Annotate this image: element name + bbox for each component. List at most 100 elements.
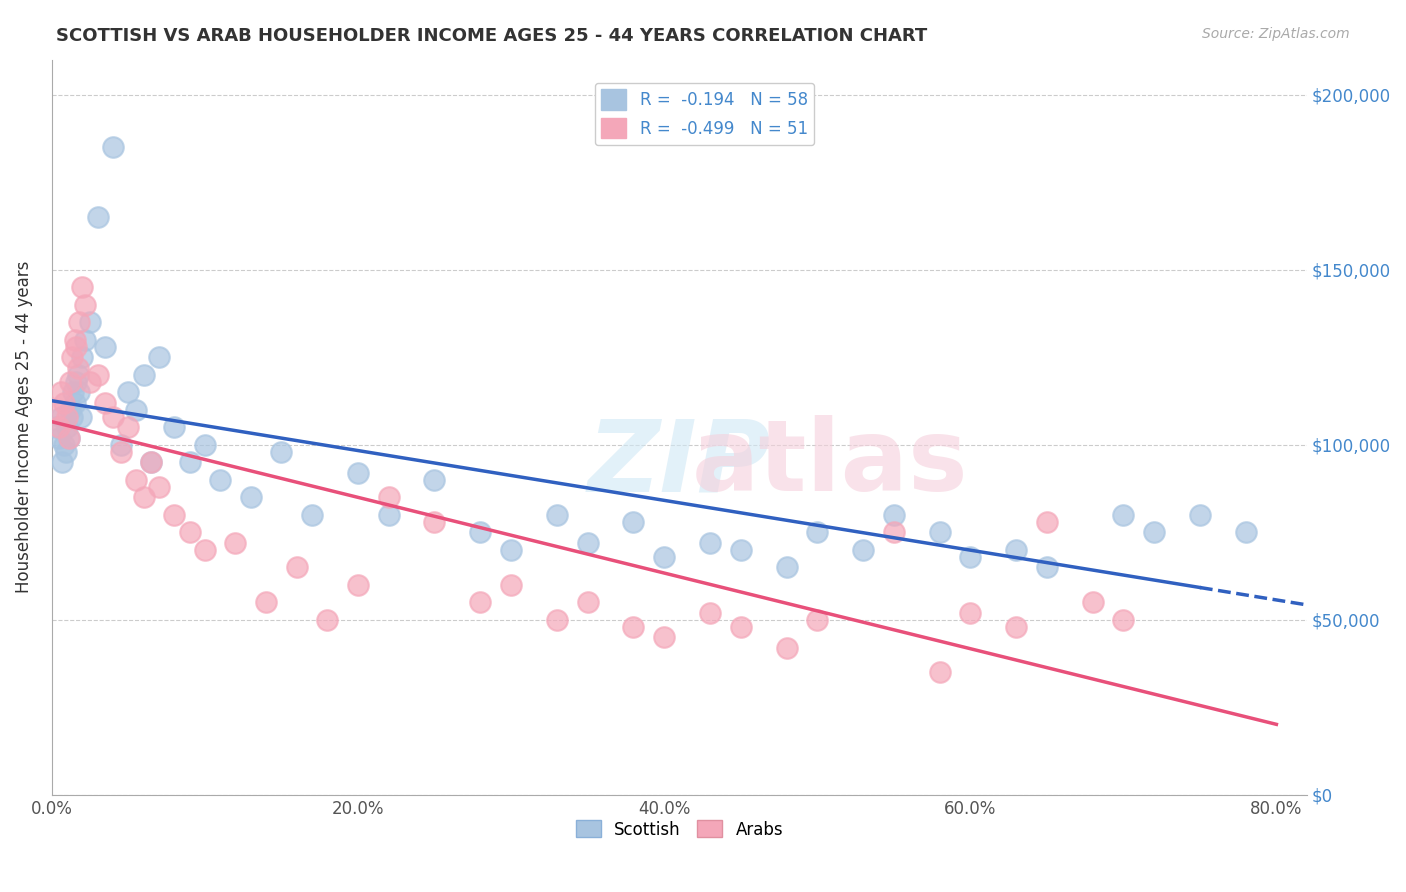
Point bbox=[56, 409, 79, 424]
Point bbox=[699, 535, 721, 549]
Point bbox=[285, 560, 308, 574]
Point bbox=[1188, 508, 1211, 522]
Point bbox=[45, 420, 67, 434]
Point bbox=[117, 420, 139, 434]
Point bbox=[1143, 525, 1166, 540]
Point bbox=[775, 640, 797, 655]
Point bbox=[59, 402, 82, 417]
Text: Source: ZipAtlas.com: Source: ZipAtlas.com bbox=[1202, 27, 1350, 41]
Point bbox=[148, 350, 170, 364]
Point bbox=[51, 455, 73, 469]
Point bbox=[179, 455, 201, 469]
Point bbox=[1036, 515, 1059, 529]
Point bbox=[59, 375, 82, 389]
Point bbox=[928, 665, 950, 680]
Point bbox=[1081, 595, 1104, 609]
Text: atlas: atlas bbox=[692, 416, 969, 512]
Point bbox=[224, 535, 246, 549]
Point bbox=[101, 409, 124, 424]
Point bbox=[132, 368, 155, 382]
Point bbox=[62, 385, 84, 400]
Point bbox=[546, 613, 568, 627]
Point bbox=[179, 525, 201, 540]
Point bbox=[45, 402, 67, 417]
Point bbox=[806, 613, 828, 627]
Point bbox=[65, 375, 87, 389]
Point bbox=[67, 385, 90, 400]
Point bbox=[48, 431, 70, 445]
Legend: Scottish, Arabs: Scottish, Arabs bbox=[569, 814, 790, 846]
Point bbox=[49, 385, 72, 400]
Point bbox=[110, 437, 132, 451]
Point bbox=[53, 437, 76, 451]
Point bbox=[79, 315, 101, 329]
Text: SCOTTISH VS ARAB HOUSEHOLDER INCOME AGES 25 - 44 YEARS CORRELATION CHART: SCOTTISH VS ARAB HOUSEHOLDER INCOME AGES… bbox=[56, 27, 928, 45]
Point bbox=[58, 431, 80, 445]
Point bbox=[163, 508, 186, 522]
Point bbox=[499, 542, 522, 557]
Point bbox=[117, 385, 139, 400]
Point bbox=[270, 444, 292, 458]
Point bbox=[86, 210, 108, 224]
Point bbox=[1005, 542, 1028, 557]
Point bbox=[49, 409, 72, 424]
Point bbox=[53, 395, 76, 409]
Point bbox=[1234, 525, 1257, 540]
Point bbox=[623, 515, 645, 529]
Point bbox=[163, 420, 186, 434]
Text: ZIP: ZIP bbox=[588, 416, 770, 512]
Point bbox=[377, 508, 399, 522]
Point bbox=[101, 140, 124, 154]
Point bbox=[239, 490, 262, 504]
Point bbox=[1036, 560, 1059, 574]
Point bbox=[928, 525, 950, 540]
Point bbox=[1112, 508, 1135, 522]
Point bbox=[652, 630, 675, 644]
Point bbox=[60, 409, 83, 424]
Point bbox=[65, 340, 87, 354]
Point bbox=[1112, 613, 1135, 627]
Point bbox=[55, 444, 77, 458]
Point bbox=[75, 298, 97, 312]
Point bbox=[63, 395, 86, 409]
Point bbox=[125, 473, 148, 487]
Point bbox=[546, 508, 568, 522]
Point bbox=[141, 455, 163, 469]
Point bbox=[347, 577, 370, 591]
Point bbox=[72, 280, 94, 294]
Point bbox=[69, 409, 91, 424]
Point bbox=[959, 606, 981, 620]
Point bbox=[852, 542, 875, 557]
Point bbox=[377, 490, 399, 504]
Point bbox=[883, 525, 905, 540]
Point bbox=[58, 431, 80, 445]
Point bbox=[67, 315, 90, 329]
Point bbox=[194, 437, 217, 451]
Point bbox=[66, 368, 89, 382]
Point bbox=[423, 515, 446, 529]
Point bbox=[883, 508, 905, 522]
Point bbox=[254, 595, 277, 609]
Y-axis label: Householder Income Ages 25 - 44 years: Householder Income Ages 25 - 44 years bbox=[15, 261, 32, 593]
Point bbox=[576, 535, 599, 549]
Point bbox=[60, 350, 83, 364]
Point bbox=[79, 375, 101, 389]
Point bbox=[125, 402, 148, 417]
Point bbox=[959, 549, 981, 564]
Point bbox=[470, 595, 492, 609]
Point bbox=[66, 360, 89, 375]
Point bbox=[148, 480, 170, 494]
Point bbox=[194, 542, 217, 557]
Point bbox=[301, 508, 323, 522]
Point bbox=[423, 473, 446, 487]
Point bbox=[56, 420, 79, 434]
Point bbox=[94, 340, 117, 354]
Point bbox=[652, 549, 675, 564]
Point bbox=[94, 395, 117, 409]
Point bbox=[499, 577, 522, 591]
Point bbox=[72, 350, 94, 364]
Point bbox=[730, 542, 752, 557]
Point bbox=[730, 620, 752, 634]
Point bbox=[1005, 620, 1028, 634]
Point bbox=[48, 420, 70, 434]
